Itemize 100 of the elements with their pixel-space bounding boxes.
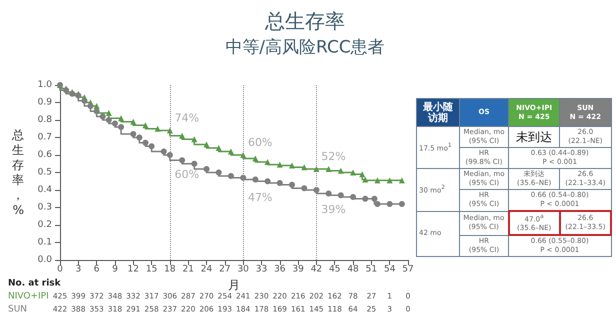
point [191,136,198,142]
point [338,192,344,198]
point [160,148,167,154]
x-tick-label: 0 [57,264,64,274]
point [252,176,258,182]
point [362,176,368,182]
point [398,201,405,207]
annotation: 52% [321,150,346,163]
point [386,201,393,207]
x-tick-label: 15 [146,264,158,274]
point [338,168,344,174]
point [276,180,283,186]
point [166,152,173,158]
y-tick-label: 0.0 [38,255,52,265]
point [289,162,295,168]
point [216,145,222,151]
point [179,132,186,139]
x-tick-label: 48 [347,264,360,274]
x-tick-label: 30 [237,264,250,274]
y-tick-label: 0.8 [38,115,52,125]
x-tick-label: 45 [329,264,340,274]
point [350,194,356,200]
x-tick-label: 21 [182,264,194,274]
x-tick-label: 36 [274,264,286,274]
point [142,140,148,146]
text: SUN [8,304,28,314]
x-tick-label: 54 [384,264,396,274]
text: NIVO+IPI [8,292,49,302]
point [350,170,356,176]
x-tick-label: 39 [292,264,304,274]
point [88,103,94,109]
y-tick-label: 0.6 [38,150,52,160]
y-tick-label: 0.5 [38,168,52,178]
point [94,103,100,109]
y-tick-label: 0.2 [38,220,52,230]
point [142,122,148,128]
y-tick-label: 0.4 [38,185,52,195]
point [301,185,308,192]
point [136,134,142,140]
point [154,126,161,132]
text: No. at risk [8,278,62,288]
point [228,148,234,154]
y-tick-label: 0.1 [38,238,52,248]
point [374,201,380,207]
point [371,196,378,202]
x-tick-label: 3 [75,264,82,274]
x-tick-label: 33 [256,264,268,274]
point [204,142,210,148]
point [148,143,155,150]
point [100,114,106,120]
point [313,187,320,193]
x-tick-label: 18 [164,264,176,274]
annotation: 39% [321,203,346,216]
point [264,178,271,184]
x-axis-title: 月 [228,278,240,292]
point [81,98,88,104]
x-tick-label: 42 [310,264,322,274]
point [118,115,124,122]
text: 未到达 [508,126,560,148]
annotation: 47% [248,190,272,204]
point [191,160,198,167]
point [94,108,100,114]
point [374,177,380,184]
point [398,177,405,184]
annotation: 60% [174,168,200,181]
annotation: 74% [174,112,200,124]
x-tick-label: 12 [128,264,139,274]
point [276,162,283,168]
x-tick-label: 57 [402,264,414,274]
point [359,171,366,178]
y-tick-label: 0.3 [38,202,52,212]
x-tick-label: 6 [94,264,100,274]
chart-subtitle: 中等/高风险RCC患者 [225,38,385,58]
point [252,156,258,162]
point [216,170,222,176]
point [386,177,393,184]
point [112,120,118,126]
point [289,182,295,188]
point [362,196,368,202]
point [130,118,136,125]
point [204,166,210,172]
x-tick-label: 9 [112,264,118,274]
point [326,190,332,196]
point [228,173,234,179]
x-tick-label: 27 [219,264,231,274]
point [301,164,308,170]
point [118,124,124,130]
y-axis-title: 总生存率，% [11,128,24,217]
point [179,157,186,164]
point [130,131,136,137]
x-tick-label: 51 [366,264,378,274]
point [106,117,112,123]
annotation: 60% [248,136,272,149]
chart-title: 总生存率 [264,9,345,33]
y-tick-label: 0.9 [38,98,52,108]
point [106,110,112,116]
y-tick-label: 1.0 [38,80,52,90]
point [326,166,332,172]
text: 最小随访期 [422,102,454,124]
x-tick-label: 24 [200,264,213,274]
